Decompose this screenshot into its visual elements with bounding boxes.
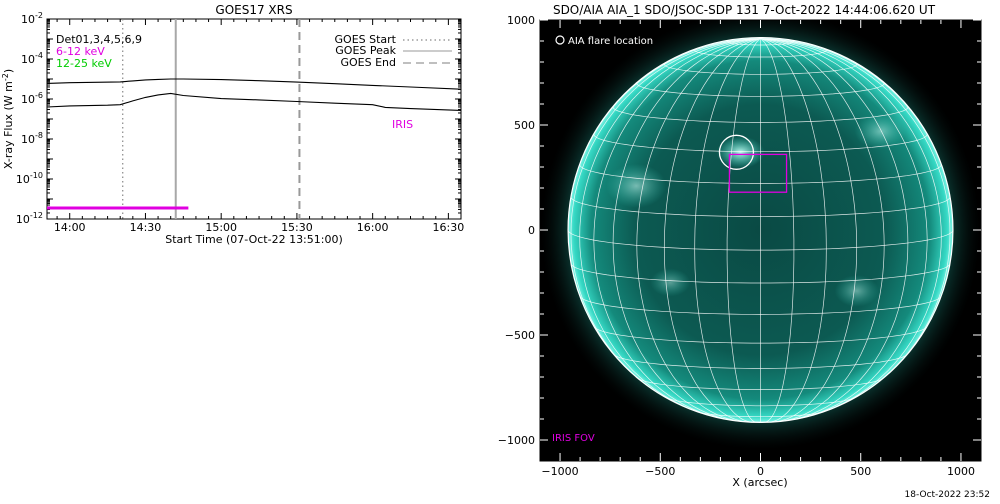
aia-y-tick-label: 500	[514, 119, 535, 132]
aia-x-ticks: −1000 −500 0 500 1000	[541, 20, 975, 478]
lightcurve-x-axis-label: Start Time (07-Oct-22 13:51:00)	[165, 233, 343, 246]
grid-line	[570, 38, 761, 393]
grid-line	[612, 106, 909, 123]
grid-line	[726, 39, 795, 46]
aia-y-tick-label: 0	[528, 224, 535, 237]
x-tick-label: 16:00	[357, 221, 389, 234]
active-region-east	[606, 163, 667, 208]
legend-goes-peak-label: GOES Peak	[335, 44, 396, 57]
aia-image-panel: SDO/AIA AIA_1 SDO/JSOC-SDP 131 7-Oct-202…	[498, 3, 982, 489]
flux-series-1	[47, 92, 461, 111]
aia-x-tick-label: −1000	[541, 465, 578, 478]
y-tick-label: 10-4	[21, 51, 43, 66]
lightcurve-title: GOES17 XRS	[215, 3, 292, 17]
grid-line	[594, 327, 927, 344]
y-tick-label: 10-10	[16, 171, 43, 186]
grid-line	[760, 38, 951, 393]
channel-legend-det: Det01,3,4,5,6,9	[56, 33, 142, 46]
grid-line	[567, 229, 954, 251]
flare-legend-symbol	[555, 35, 565, 45]
aia-y-tick-label: 1000	[507, 14, 535, 27]
grid-line	[636, 38, 761, 422]
grid-line	[570, 196, 951, 217]
y-tick-label: 10-8	[21, 131, 43, 146]
y-tick-label: 10-6	[21, 91, 43, 106]
x-tick-label: 15:00	[205, 221, 237, 234]
y-tick-label: 10-2	[21, 11, 43, 26]
aia-x-tick-label: 500	[850, 465, 871, 478]
active-region-west	[854, 113, 907, 150]
flare-location-marker	[718, 134, 755, 170]
x-tick-label: 15:30	[281, 221, 313, 234]
channel-legend-12-25kev: 12-25 keV	[56, 57, 112, 70]
grid-line	[593, 133, 928, 153]
grid-line	[570, 264, 951, 284]
grid-line	[760, 38, 795, 423]
flux-series-0	[47, 78, 461, 90]
grid-line	[663, 62, 858, 75]
iris-fov-label: IRIS FOV	[552, 433, 595, 444]
limb-outline	[567, 36, 954, 424]
aia-x-tick-label: 1000	[947, 465, 975, 478]
grid-line	[760, 38, 858, 423]
aia-title: SDO/AIA AIA_1 SDO/JSOC-SDP 131 7-Oct-202…	[553, 3, 936, 17]
y-tick-label: 10-12	[16, 211, 43, 226]
lightcurve-y-ticks: 10-2 10-4 10-6 10-8 10-10 10-12	[16, 11, 461, 226]
grid-line	[666, 397, 855, 407]
channel-legend-6-12kev: 6-12 keV	[56, 45, 105, 58]
grid-line	[760, 38, 827, 423]
active-region-flare	[716, 136, 765, 169]
flare-legend-label: AIA flare location	[568, 36, 653, 47]
grid-line	[579, 296, 942, 315]
x-tick-label: 14:00	[54, 221, 86, 234]
aia-y-tick-label: −500	[505, 329, 535, 342]
grid-line	[579, 38, 761, 415]
iris-label: IRIS	[392, 118, 413, 131]
grid-line	[694, 38, 761, 423]
grid-line	[694, 48, 827, 58]
lightcurve-series	[47, 78, 461, 111]
aia-y-ticks: 1000 500 0 −500 −1000	[498, 14, 981, 447]
heliographic-grid	[567, 36, 954, 424]
grid-line	[613, 354, 908, 369]
grid-line	[636, 81, 885, 97]
footer-timestamp: 18-Oct-2022 23:52	[905, 490, 990, 500]
active-region-southeast	[650, 268, 691, 297]
x-tick-label: 14:30	[130, 221, 162, 234]
legend-goes-end-label: GOES End	[340, 56, 396, 69]
x-tick-label: 16:30	[433, 221, 465, 234]
aia-x-tick-label: 0	[757, 465, 764, 478]
aia-x-tick-label: −500	[645, 465, 675, 478]
legend-goes-start-label: GOES Start	[335, 33, 397, 46]
grid-line	[760, 38, 942, 415]
lightcurve-x-ticks: 14:00 14:30 15:00 15:30 16:00 16:30	[54, 19, 464, 234]
goes-lightcurve-panel: GOES17 XRS 10-2 10-4 10-6 10-8 10-10 10-12 14…	[1, 3, 464, 246]
active-region-southwest	[834, 274, 879, 307]
aia-y-tick-label: −1000	[498, 434, 535, 447]
iris-fov-box	[728, 153, 788, 193]
grid-line	[663, 38, 761, 423]
grid-line	[638, 378, 883, 390]
lightcurve-y-axis-label: X-ray Flux (W m-2)	[1, 69, 15, 169]
grid-line	[726, 38, 761, 423]
aia-x-axis-label: X (arcsec)	[732, 476, 787, 489]
grid-line	[697, 411, 824, 418]
grid-line	[579, 164, 942, 184]
grid-line	[760, 38, 885, 422]
